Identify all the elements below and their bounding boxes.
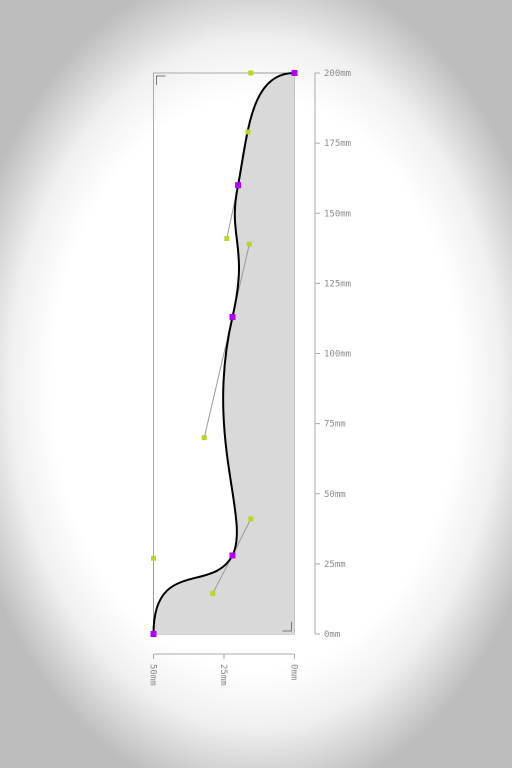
anchor-5[interactable] bbox=[291, 70, 298, 76]
horizontal-axis-tick-label: 0mm bbox=[289, 664, 299, 680]
control-handle-3-2[interactable] bbox=[224, 235, 230, 241]
vertical-axis: 0mm 25mm 50mm 75mm 100mm 125mm 150mm 175mm 200mm bbox=[314, 69, 351, 640]
vertical-axis-tick-label: 100mm bbox=[324, 350, 351, 360]
vertical-axis-tick-label: 50mm bbox=[324, 490, 346, 500]
vertical-axis-tick-label: 125mm bbox=[324, 279, 351, 289]
control-handle-1-1[interactable] bbox=[151, 555, 156, 561]
frame-corner-top-left bbox=[156, 75, 166, 85]
control-handle-2-1[interactable] bbox=[248, 516, 254, 522]
control-handle-1-2[interactable] bbox=[210, 590, 216, 596]
frame-corner-bottom-right bbox=[282, 622, 292, 632]
horizontal-axis: 50mm 25mm 0mm bbox=[148, 653, 299, 686]
control-handle-4-2[interactable] bbox=[248, 70, 254, 76]
anchor-2[interactable] bbox=[229, 552, 236, 559]
control-handle-2-2[interactable] bbox=[201, 435, 207, 441]
anchor-3[interactable] bbox=[229, 314, 236, 321]
anchor-4[interactable] bbox=[235, 182, 242, 189]
vertical-axis-tick-label: 75mm bbox=[324, 420, 346, 430]
horizontal-axis-tick-label: 50mm bbox=[148, 664, 158, 686]
vertical-axis-tick-label: 200mm bbox=[324, 69, 351, 79]
profile-curve[interactable] bbox=[152, 72, 295, 635]
horizontal-axis-tick-label: 25mm bbox=[218, 664, 228, 686]
control-handle-3-1[interactable] bbox=[246, 241, 252, 247]
vertical-axis-tick-label: 150mm bbox=[324, 209, 351, 219]
control-handle-4-1[interactable] bbox=[245, 129, 251, 135]
profile-fill-area bbox=[153, 73, 295, 634]
vertical-axis-tick-label: 175mm bbox=[324, 139, 351, 149]
anchor-1[interactable] bbox=[150, 631, 157, 637]
vertical-axis-tick-label: 0mm bbox=[324, 630, 340, 640]
vertical-axis-tick-label: 25mm bbox=[324, 560, 346, 570]
